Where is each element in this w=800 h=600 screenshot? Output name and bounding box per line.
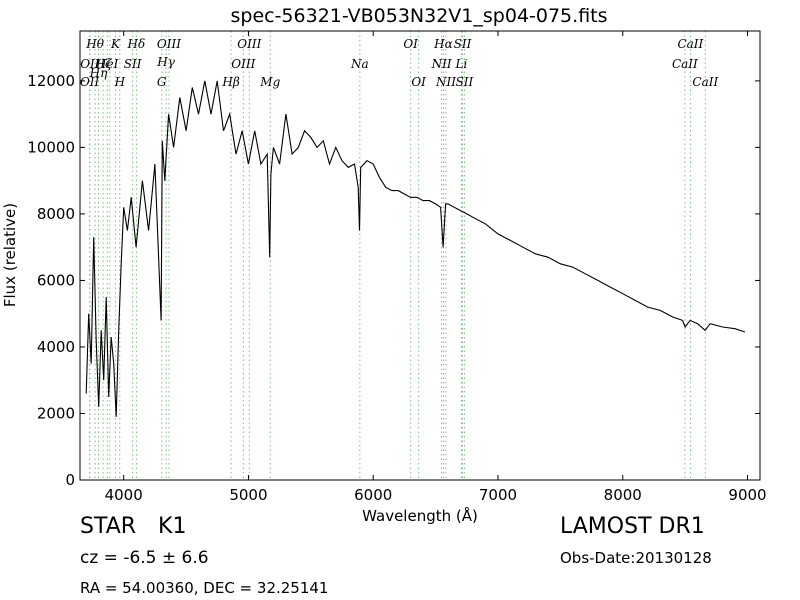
x-tick-label-4: 8000 <box>604 486 642 504</box>
coordinates-readout: RA = 54.00360, DEC = 32.25141 <box>80 579 329 597</box>
spectrum-line <box>85 80 746 417</box>
redshift-readout: cz = -6.5 ± 6.6 <box>80 548 209 568</box>
x-axis-label: Wavelength (Å) <box>362 506 478 525</box>
line-label-24: Li <box>455 57 468 71</box>
line-label-14: Hβ <box>221 75 239 89</box>
line-label-26: SII <box>456 75 474 89</box>
line-label-3: Hη <box>89 66 108 80</box>
chart-title: spec-56321-VB053N32V1_sp04-075.fits <box>230 5 607 27</box>
line-label-13: OIII <box>157 37 181 51</box>
line-label-5: HeI <box>95 57 119 71</box>
object-class: STAR K1 <box>80 514 186 539</box>
line-label-2: Hθ <box>85 37 104 51</box>
y-tick-label-1: 2000 <box>37 404 75 422</box>
plot-frame <box>79 30 761 481</box>
line-label-8: H <box>114 75 126 89</box>
line-label-20: OI <box>411 75 426 89</box>
x-tick-label-5: 9000 <box>728 486 766 504</box>
y-tick-label-2: 4000 <box>37 338 75 356</box>
line-label-27: CaII <box>672 57 698 71</box>
line-label-18: Na <box>350 57 369 71</box>
x-tick-label-1: 5000 <box>229 486 267 504</box>
y-tick-label-4: 8000 <box>37 205 75 223</box>
class-label: STAR <box>80 514 137 539</box>
line-label-15: OIII <box>231 57 255 71</box>
y-tick-label-5: 10000 <box>27 138 75 156</box>
y-axis: 0 2000 4000 6000 8000 10000 12000 <box>27 72 760 489</box>
y-tick-label-0: 0 <box>65 471 75 489</box>
x-axis: 4000 5000 6000 7000 8000 9000 <box>105 31 767 504</box>
spectral-line-markers <box>89 31 706 480</box>
line-label-10: Hδ <box>127 37 146 51</box>
subclass-label: K1 <box>158 514 187 539</box>
obs-date-label: Obs-Date:20130128 <box>560 549 712 567</box>
line-label-28: CaII <box>677 37 703 51</box>
y-tick-label-6: 12000 <box>27 72 75 90</box>
line-label-29: CaII <box>692 75 718 89</box>
line-label-25: SII <box>454 37 472 51</box>
line-label-21: NII <box>431 57 452 71</box>
survey-label: LAMOST DR1 <box>560 514 705 539</box>
line-label-7: K <box>110 37 121 51</box>
line-label-17: Mg <box>259 75 280 89</box>
line-label-16: OIII <box>237 37 261 51</box>
line-label-1: OII <box>80 57 100 71</box>
line-label-4: Hζ <box>94 57 113 71</box>
x-tick-label-2: 6000 <box>354 486 392 504</box>
line-label-22: Hα <box>433 37 453 51</box>
x-tick-label-0: 4000 <box>105 486 143 504</box>
x-tick-label-3: 7000 <box>479 486 517 504</box>
line-label-23: NII <box>435 75 456 89</box>
y-tick-label-3: 6000 <box>37 271 75 289</box>
line-label-12: Hγ <box>156 55 175 69</box>
line-label-9: SII <box>124 57 142 71</box>
line-label-0: OII <box>80 75 100 89</box>
line-label-19: OI <box>403 37 418 51</box>
y-axis-label: Flux (relative) <box>1 203 19 307</box>
line-label-11: G <box>157 75 167 89</box>
